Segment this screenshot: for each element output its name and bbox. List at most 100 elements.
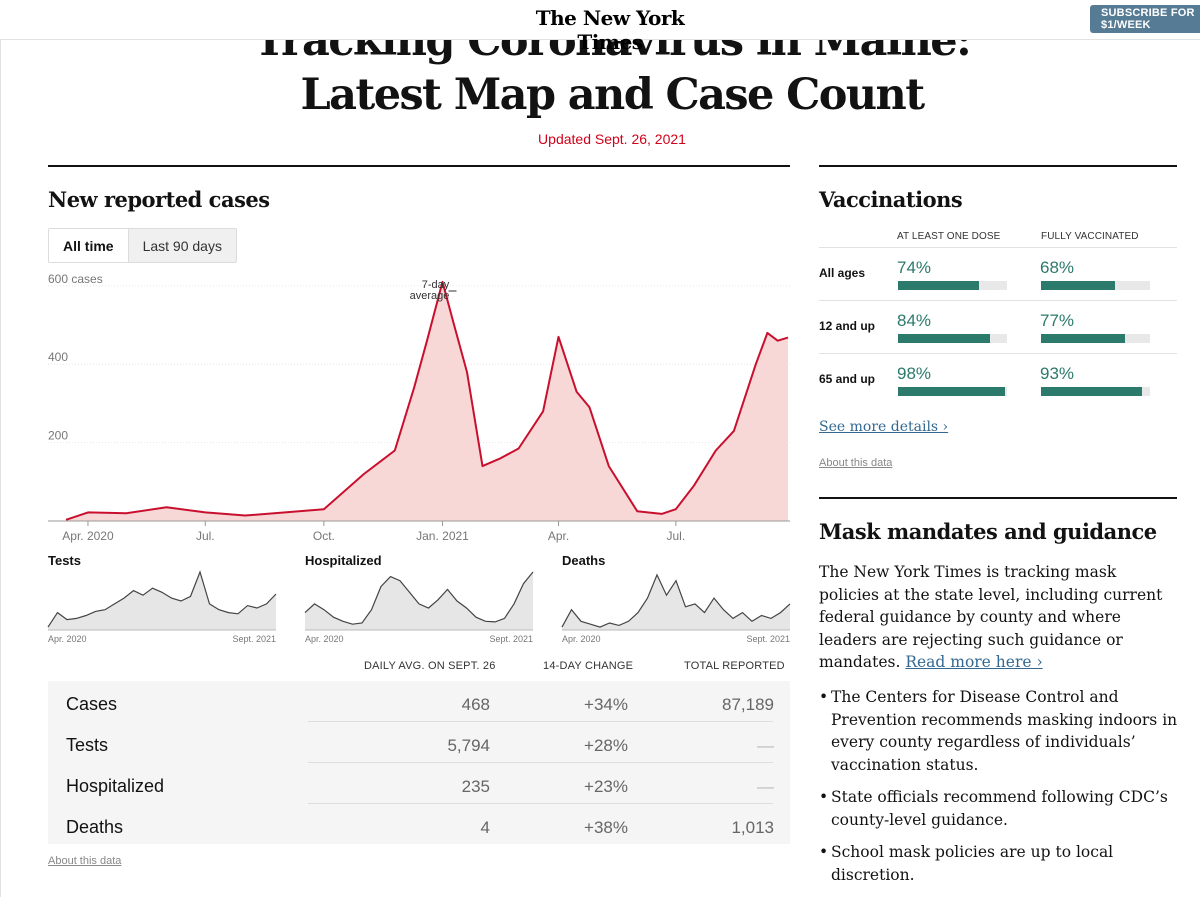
masks-bullet-list: The Centers for Disease Control and Prev… [819,686,1181,896]
x-tick-label: Jul. [666,529,685,543]
mini-x-end-label: Sept. 2021 [489,634,533,644]
stats-row-hospitalized: Hospitalized 235 +23% — [48,763,790,804]
mini-x-start-label: Apr. 2020 [562,634,601,644]
x-tick-label: Oct. [313,529,335,543]
page-edge-divider [0,40,1,897]
one-dose-percent: 74% [897,258,932,277]
vacc-row-12-and-up: 12 and up 84% 77% [819,300,1177,353]
cases-section-divider [48,165,790,167]
mini-chart-title: Deaths [562,553,605,568]
vacc-col-fully-vaccinated: FULLY VACCINATED [1041,231,1139,242]
row-divider [308,762,773,763]
headline-line-2: Latest Map and Case Count [300,70,926,120]
mini-chart-title: Hospitalized [305,553,382,568]
stats-row-cases: Cases 468 +34% 87,189 [48,681,790,722]
stats-daily-avg: 5,794 [447,736,490,755]
one-dose-bar-fill [898,281,979,290]
fully-vaccinated-bar-fill [1041,281,1116,290]
mini-x-end-label: Sept. 2021 [746,634,790,644]
stats-14-day-change: +28% [584,736,628,755]
cases-chart[interactable]: 600 cases 400 200 Apr. 2020 Jul. Oct. Jan. 202… [40,270,800,555]
fully-vaccinated-percent: 77% [1040,311,1075,330]
x-tick-label: Apr. [548,529,569,543]
annotation-label: 7-day [422,279,450,291]
vacc-about-data-link[interactable]: About this data [819,457,893,469]
mini-x-end-label: Sept. 2021 [232,634,276,644]
vaccinations-title: Vaccinations [819,187,963,212]
y-tick-label: 600 cases [48,272,103,286]
stats-total: 87,189 [722,695,774,714]
one-dose-bar [898,334,1007,343]
updated-timestamp: Updated Sept. 26, 2021 [538,131,686,147]
stats-daily-avg: 468 [461,695,490,714]
one-dose-bar-fill [898,387,1005,396]
fully-vaccinated-bar-fill [1041,334,1125,343]
cases-area [66,281,788,521]
stats-header-daily-avg: DAILY AVG. ON SEPT. 26 [364,660,496,672]
vacc-row-label: All ages [819,266,866,280]
y-tick-label: 400 [48,350,68,364]
masks-intro: The New York Times is tracking mask poli… [819,561,1179,674]
fully-vaccinated-bar [1041,281,1150,290]
y-tick-label: 200 [48,429,68,443]
stats-14-day-change: +23% [584,777,628,796]
tests-mini-chart[interactable]: Tests Apr. 2020 Sept. 2021 [44,550,284,650]
see-more-details-link[interactable]: See more details › [819,419,949,435]
fully-vaccinated-bar [1041,334,1150,343]
read-more-link[interactable]: Read more here › [905,653,1043,671]
mini-line [304,571,534,625]
vacc-row-65-and-up: 65 and up 98% 93% [819,353,1177,406]
stats-row-label: Deaths [66,817,124,837]
x-tick-label: Jan. 2021 [416,529,469,543]
one-dose-percent: 98% [897,364,932,383]
stats-header-total-reported: TOTAL REPORTED [684,660,785,672]
about-data-link[interactable]: About this data [48,855,122,867]
mini-x-start-label: Apr. 2020 [305,634,344,644]
stats-table: Cases 468 +34% 87,189 Tests 5,794 +28% —… [48,681,790,844]
top-bar: The New York Times SUBSCRIBE FOR $1/WEEK [0,0,1200,54]
stats-header-14-day-change: 14-DAY CHANGE [543,660,634,672]
vaccinations-divider [819,165,1177,167]
mini-x-start-label: Apr. 2020 [48,634,87,644]
nyt-logo[interactable]: The New York Times [535,6,685,54]
stats-row-label: Tests [66,735,109,755]
list-item: School mask policies are up to local dis… [819,841,1181,886]
stats-daily-avg: 4 [480,818,490,837]
mini-chart-title: Tests [48,553,81,568]
time-range-toggle: All time Last 90 days [48,228,237,263]
stats-14-day-change: +38% [584,818,628,837]
x-tick-label: Jul. [196,529,215,543]
masks-intro-text: The New York Times is tracking mask poli… [819,563,1163,671]
one-dose-bar [898,281,1007,290]
fully-vaccinated-bar-fill [1041,387,1143,396]
stats-total: — [757,777,774,796]
vacc-row-label: 12 and up [819,319,876,333]
stats-row-label: Hospitalized [66,776,165,796]
mini-area [48,572,276,630]
stats-row-label: Cases [66,694,118,714]
vacc-col-one-dose: AT LEAST ONE DOSE [897,231,1001,242]
vacc-row-label: 65 and up [819,372,876,386]
toggle-all-time[interactable]: All time [49,229,128,262]
row-divider [308,803,773,804]
mini-line [561,573,791,628]
row-divider [308,721,773,722]
toggle-last-90-days[interactable]: Last 90 days [127,229,236,262]
fully-vaccinated-percent: 68% [1040,258,1075,277]
one-dose-percent: 84% [897,311,932,330]
annotation-label: average [410,290,450,302]
fully-vaccinated-bar [1041,387,1150,396]
stats-total: — [757,736,774,755]
subscribe-button[interactable]: SUBSCRIBE FOR $1/WEEK [1090,5,1200,33]
fully-vaccinated-percent: 93% [1040,364,1075,383]
one-dose-bar-fill [898,334,990,343]
one-dose-bar [898,387,1007,396]
masks-divider [819,497,1177,499]
mini-area [305,572,533,630]
deaths-mini-chart[interactable]: Deaths Apr. 2020 Sept. 2021 [558,550,798,650]
hospitalized-mini-chart[interactable]: Hospitalized Apr. 2020 Sept. 2021 [301,550,541,650]
mini-area [562,574,790,630]
stats-14-day-change: +34% [584,695,628,714]
vacc-row-all-ages: All ages 74% 68% [819,247,1177,300]
mini-line [47,570,277,628]
